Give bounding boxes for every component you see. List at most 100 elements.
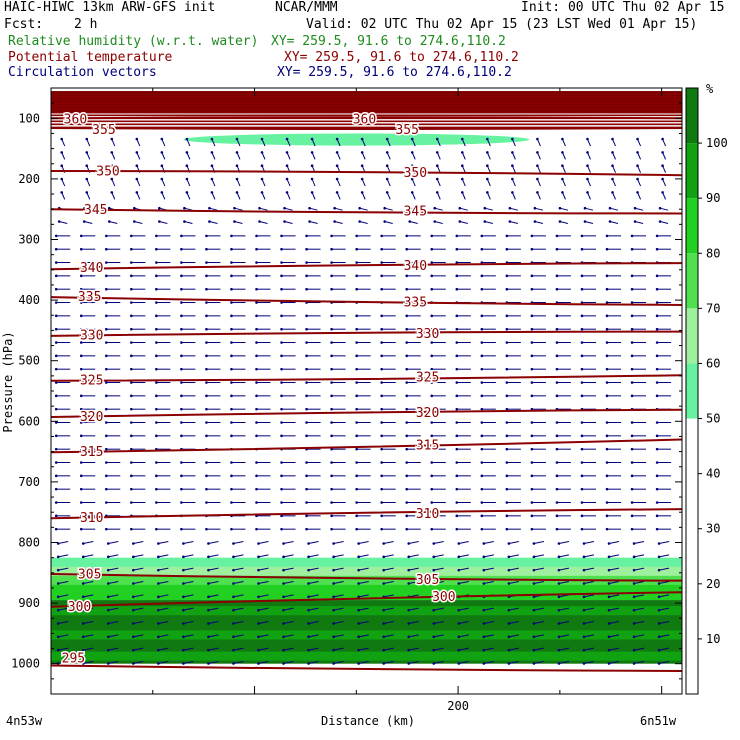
circulation-vector-head — [257, 555, 260, 559]
circulation-vector-head — [455, 527, 459, 531]
circulation-vector-head — [180, 474, 183, 478]
circulation-vector-head — [330, 407, 333, 411]
circulation-vector — [308, 647, 319, 651]
circulation-vector-head — [480, 327, 484, 331]
circulation-vector-head — [330, 474, 333, 478]
circulation-vector-head — [258, 220, 261, 223]
colorbar-segment — [686, 363, 698, 419]
circulation-vector-head — [355, 421, 358, 424]
theta-label: 350 — [96, 164, 119, 179]
circulation-vector — [309, 221, 318, 225]
circulation-vector-head — [205, 341, 208, 344]
circulation-vector-head — [385, 164, 389, 168]
circulation-vector-head — [611, 191, 614, 194]
circulation-vector-head — [133, 220, 136, 223]
theta-label: 295 — [62, 652, 85, 667]
circulation-vector-head — [180, 287, 183, 291]
circulation-vector-head — [455, 287, 459, 291]
circulation-vector — [658, 581, 670, 584]
circulation-vector — [508, 567, 519, 571]
circulation-vector-head — [482, 568, 486, 572]
circulation-vector-head — [607, 555, 611, 559]
circulation-vector — [408, 647, 419, 651]
circulation-vector — [333, 554, 344, 558]
circulation-vector-head — [335, 177, 339, 181]
circulation-vector — [533, 647, 545, 651]
forecast-hour: 2 h — [74, 17, 98, 32]
circulation-vector-head — [155, 301, 158, 304]
circulation-vector-head — [307, 568, 310, 572]
circulation-vector-head — [605, 287, 609, 291]
circulation-vector-head — [205, 234, 208, 238]
circulation-vector-head — [360, 137, 364, 141]
circulation-vector — [308, 634, 319, 638]
circulation-vector — [133, 554, 144, 558]
circulation-vector-head — [460, 164, 464, 168]
circulation-vector-head — [607, 595, 611, 599]
colorbar-segment — [686, 253, 698, 309]
circulation-vector-head — [305, 527, 308, 531]
circulation-vector — [658, 567, 670, 571]
circulation-vector-head — [280, 487, 283, 491]
circulation-vector-head — [480, 474, 484, 478]
circulation-vector — [658, 660, 670, 664]
circulation-vector — [633, 607, 645, 611]
circulation-vector-head — [382, 555, 385, 559]
circulation-vector-head — [655, 287, 659, 291]
y-tick-label: 500 — [18, 354, 40, 368]
circulation-vector-head — [207, 595, 210, 599]
circulation-vector — [108, 660, 119, 664]
circulation-vector — [234, 221, 243, 225]
circulation-vector-head — [507, 622, 511, 625]
circulation-vector-head — [307, 622, 310, 625]
circulation-vector — [333, 621, 344, 624]
circulation-vector-head — [155, 367, 158, 371]
circulation-vector-head — [355, 434, 358, 438]
circulation-vector-head — [182, 555, 185, 559]
circulation-vector — [458, 660, 469, 664]
circulation-vector — [108, 541, 119, 544]
circulation-vector — [258, 607, 269, 611]
circulation-vector — [233, 554, 244, 558]
circulation-vector-head — [155, 314, 158, 318]
circulation-vector-head — [106, 622, 110, 625]
circulation-vector — [83, 581, 94, 584]
circulation-vector-head — [455, 327, 459, 331]
circulation-vector-head — [182, 595, 185, 599]
circulation-vector-head — [130, 314, 133, 318]
circulation-vector-head — [157, 608, 160, 612]
circulation-vector-head — [480, 447, 484, 451]
circulation-vector — [608, 567, 620, 571]
circulation-vector — [458, 647, 469, 651]
circulation-vector-head — [405, 327, 409, 331]
circulation-vector-head — [255, 354, 258, 358]
circulation-vector-head — [130, 247, 133, 251]
circulation-vector-head — [555, 421, 559, 424]
circulation-vector-head — [532, 648, 536, 652]
circulation-vector — [508, 554, 519, 558]
circulation-vector — [83, 647, 94, 651]
circulation-vector-head — [455, 234, 459, 238]
circulation-vector-head — [54, 487, 58, 491]
circulation-vector-head — [630, 514, 634, 518]
circulation-vector-head — [207, 648, 210, 652]
circulation-vector-head — [255, 407, 258, 411]
circulation-vector-head — [555, 274, 559, 278]
circulation-vector-head — [104, 261, 108, 264]
circulation-vector-head — [282, 555, 285, 559]
circulation-vector — [308, 581, 319, 584]
circulation-vector-head — [160, 151, 164, 154]
circulation-vector-head — [580, 394, 584, 398]
circulation-vector — [133, 634, 144, 638]
circulation-vector — [308, 567, 319, 571]
circulation-vector-head — [607, 622, 611, 625]
circulation-vector — [183, 607, 194, 611]
circulation-vector — [608, 581, 620, 584]
theta-label: 335 — [78, 290, 101, 305]
circulation-vector — [258, 621, 269, 624]
circulation-vector-head — [555, 394, 559, 398]
circulation-vector-head — [155, 434, 158, 438]
circulation-vector-head — [255, 434, 258, 438]
circulation-vector-head — [455, 461, 459, 464]
circulation-vector — [183, 621, 194, 624]
